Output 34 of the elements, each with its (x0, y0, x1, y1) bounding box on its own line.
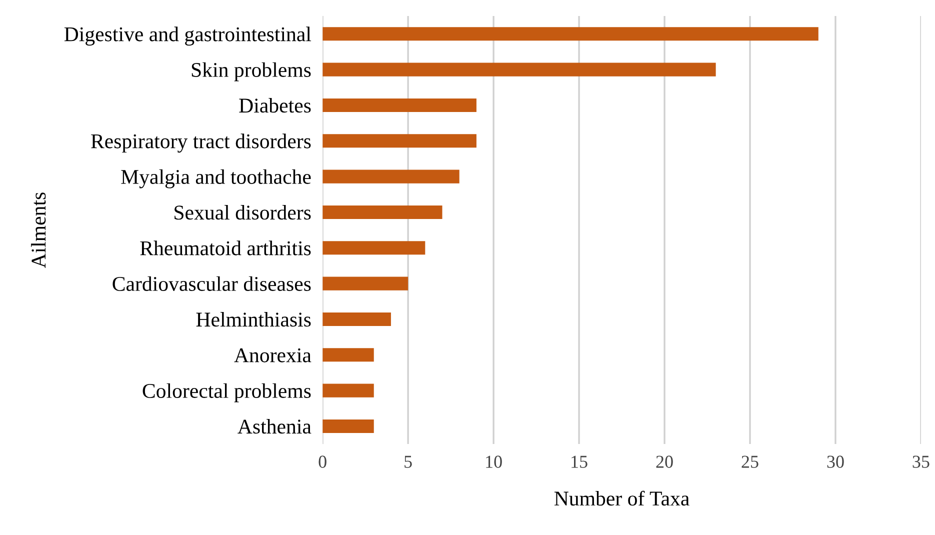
x-axis-title: Number of Taxa (554, 490, 690, 506)
y-tick-label: Cardiovascular diseases (112, 276, 311, 291)
x-tick-label: 20 (656, 456, 673, 468)
bar (322, 98, 476, 112)
bar (322, 205, 442, 219)
bar (322, 312, 391, 326)
x-tick-label: 35 (912, 456, 930, 468)
y-tick-label: Skin problems (192, 62, 311, 82)
y-tick-label: Myalgia and toothache (121, 169, 311, 188)
y-tick-label: Helminthiasis (196, 312, 311, 327)
y-tick-label: Respiratory tract disorders (91, 134, 311, 153)
bar (322, 384, 374, 398)
bar (322, 170, 460, 184)
bar (322, 348, 374, 362)
x-tick-label: 5 (404, 456, 412, 468)
y-tick-label: Sexual disorders (174, 204, 311, 220)
x-tick-label: 30 (827, 456, 844, 468)
x-tick-label: 0 (318, 456, 326, 468)
bar (322, 276, 408, 290)
y-tick-label: Digestive and gastrointestinal (64, 26, 312, 46)
x-tick-label: 10 (486, 456, 502, 468)
y-tick-label: Rheumatoid arthritis (140, 240, 311, 256)
y-tick-label: Diabetes (239, 98, 311, 113)
y-tick-label: Colorectal problems (142, 383, 311, 402)
bar (322, 62, 716, 76)
bar (322, 27, 818, 41)
y-tick-label: Anorexia (234, 348, 312, 362)
y-axis-title: Ailments (31, 192, 46, 268)
bar (322, 241, 426, 255)
y-tick-label: Asthenia (238, 418, 312, 434)
bar (322, 419, 374, 433)
bar (322, 134, 476, 148)
x-tick-label: 25 (742, 456, 758, 468)
x-tick-label: 15 (572, 456, 588, 468)
